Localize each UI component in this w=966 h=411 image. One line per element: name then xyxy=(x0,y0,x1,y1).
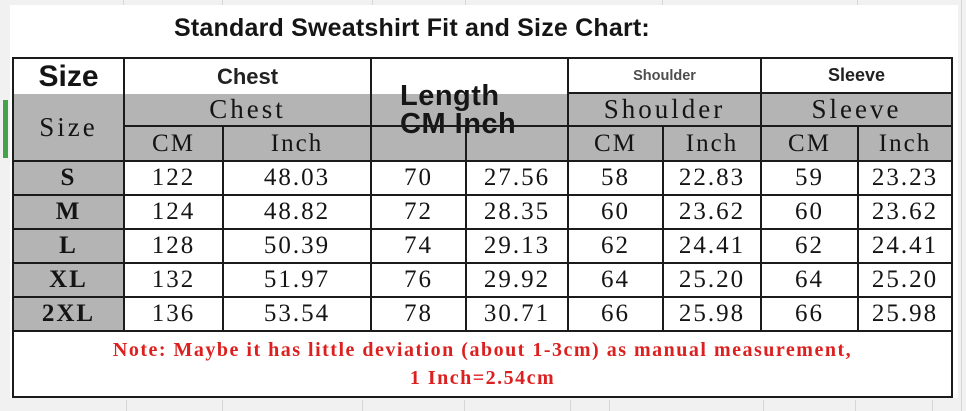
sleeve-inch-cell: 24.41 xyxy=(859,230,951,262)
sleeve-column-group: Sleeve CM Inch xyxy=(762,94,951,160)
size-cell: L xyxy=(14,230,125,262)
chest-cm-header: CM xyxy=(125,127,224,160)
grid-line xyxy=(222,400,223,411)
length-overlay-line1: Length xyxy=(400,80,500,112)
chest-inch-cell: 50.39 xyxy=(224,230,372,262)
length-inch-cell: 29.13 xyxy=(467,230,569,262)
grid-line xyxy=(961,0,962,411)
length-overlay-text: Length CM Inch xyxy=(400,80,517,140)
length-inch-cell: 30.71 xyxy=(467,298,569,330)
grid-line xyxy=(609,400,610,411)
table-border-strike-line xyxy=(370,125,567,127)
length-inch-cell: 28.35 xyxy=(467,196,569,228)
sleeve-inch-cell: 23.62 xyxy=(859,196,951,228)
gray-header-band: Size Chest CM Inch Shoulder CM In xyxy=(14,94,951,162)
grid-line xyxy=(123,0,124,5)
grid-line xyxy=(857,0,858,5)
sleeve-cm-cell: 66 xyxy=(762,298,859,330)
shoulder-inch-cell: 22.83 xyxy=(664,162,762,194)
shoulder-inch-header: Inch xyxy=(685,129,739,157)
size-cell: S xyxy=(14,162,125,194)
sleeve-inch-header: Inch xyxy=(878,129,932,157)
length-cm-blank xyxy=(372,127,467,160)
chest-cm-cell: 124 xyxy=(125,196,224,228)
chest-cm-cell: 128 xyxy=(125,230,224,262)
shoulder-cm-cell: 66 xyxy=(569,298,664,330)
grid-line xyxy=(570,400,571,411)
sleeve-cm-header: CM xyxy=(762,127,859,160)
shoulder-inch-cell: 24.41 xyxy=(664,230,762,262)
table-row-s: S 122 48.03 70 27.56 58 22.83 59 23.23 xyxy=(14,162,951,196)
gray-header-chest: Chest xyxy=(125,94,370,127)
table-row-m: M 124 48.82 72 28.35 60 23.62 60 23.62 xyxy=(14,196,951,230)
sleeve-cm-cell: 62 xyxy=(762,230,859,262)
shoulder-inch-cell: 25.20 xyxy=(664,264,762,296)
chest-cm-cell: 132 xyxy=(125,264,224,296)
gray-header-shoulder: Shoulder xyxy=(569,94,760,127)
sleeve-inch-cell: 25.98 xyxy=(859,298,951,330)
grid-line xyxy=(464,400,465,411)
page-title: Standard Sweatshirt Fit and Size Chart: xyxy=(174,14,650,42)
shoulder-cm-cell: 58 xyxy=(569,162,664,194)
shoulder-inch-cell: 25.98 xyxy=(664,298,762,330)
grid-line xyxy=(372,0,373,5)
grid-line xyxy=(662,0,663,5)
chest-column-group: Chest CM Inch xyxy=(125,94,372,160)
sleeve-inch-cell: 23.23 xyxy=(859,162,951,194)
length-cm-cell: 70 xyxy=(372,162,467,194)
header-sleeve: Sleeve xyxy=(762,59,951,94)
table-row-2xl: 2XL 136 53.54 78 30.71 66 25.98 66 25.98 xyxy=(14,298,951,332)
length-cm-cell: 72 xyxy=(372,196,467,228)
chest-inch-cell: 51.97 xyxy=(224,264,372,296)
sleeve-cm-cell: 60 xyxy=(762,196,859,228)
sleeve-cm-cell: 59 xyxy=(762,162,859,194)
grid-line xyxy=(855,400,856,411)
note-area: Note: Maybe it has little deviation (abo… xyxy=(14,332,951,396)
gray-header-size: Size xyxy=(14,94,125,160)
shoulder-column-group: Shoulder CM Inch xyxy=(569,94,762,160)
shoulder-cm-cell: 62 xyxy=(569,230,664,262)
length-cm-cell: 78 xyxy=(372,298,467,330)
grid-line xyxy=(362,400,363,411)
length-overlay-line2: CM Inch xyxy=(400,108,517,140)
shoulder-cm-cell: 64 xyxy=(569,264,664,296)
grid-line xyxy=(126,400,127,411)
header-shoulder: Shoulder xyxy=(569,59,762,94)
length-inch-cell: 27.56 xyxy=(467,162,569,194)
length-cm-cell: 76 xyxy=(372,264,467,296)
chest-cm-cell: 136 xyxy=(125,298,224,330)
grid-line xyxy=(465,0,466,5)
chest-inch-cell: 53.54 xyxy=(224,298,372,330)
shoulder-inch-cell: 23.62 xyxy=(664,196,762,228)
gray-header-sleeve: Sleeve xyxy=(762,94,951,127)
size-cell: 2XL xyxy=(14,298,125,330)
size-cell: XL xyxy=(14,264,125,296)
table-row-xl: XL 132 51.97 76 29.92 64 25.20 64 25.20 xyxy=(14,264,951,298)
grid-line xyxy=(763,400,764,411)
chest-inch-header: Inch xyxy=(270,129,324,157)
chest-inch-cell: 48.82 xyxy=(224,196,372,228)
header-length-blank xyxy=(372,59,569,94)
header-chest: Chest xyxy=(125,59,372,94)
note-line-2: 1 Inch=2.54cm xyxy=(409,366,556,389)
sleeve-inch-cell: 25.20 xyxy=(859,264,951,296)
shoulder-cm-cell: 60 xyxy=(569,196,664,228)
chest-inch-cell: 48.03 xyxy=(224,162,372,194)
size-chart-table: Size Chest Shoulder Sleeve Size Chest CM… xyxy=(12,57,953,398)
grid-line xyxy=(932,400,933,411)
grid-line xyxy=(222,0,223,5)
length-inch-cell: 29.92 xyxy=(467,264,569,296)
shoulder-cm-header: CM xyxy=(569,127,664,160)
chest-cm-cell: 122 xyxy=(125,162,224,194)
sleeve-cm-cell: 64 xyxy=(762,264,859,296)
length-cm-cell: 74 xyxy=(372,230,467,262)
green-edge-accent xyxy=(3,100,8,158)
note-line-1: Note: Maybe it has little deviation (abo… xyxy=(112,338,853,361)
table-row-l: L 128 50.39 74 29.13 62 24.41 62 24.41 xyxy=(14,230,951,264)
size-cell: M xyxy=(14,196,125,228)
top-header-row: Size Chest Shoulder Sleeve xyxy=(14,59,951,94)
header-size: Size xyxy=(14,59,125,94)
